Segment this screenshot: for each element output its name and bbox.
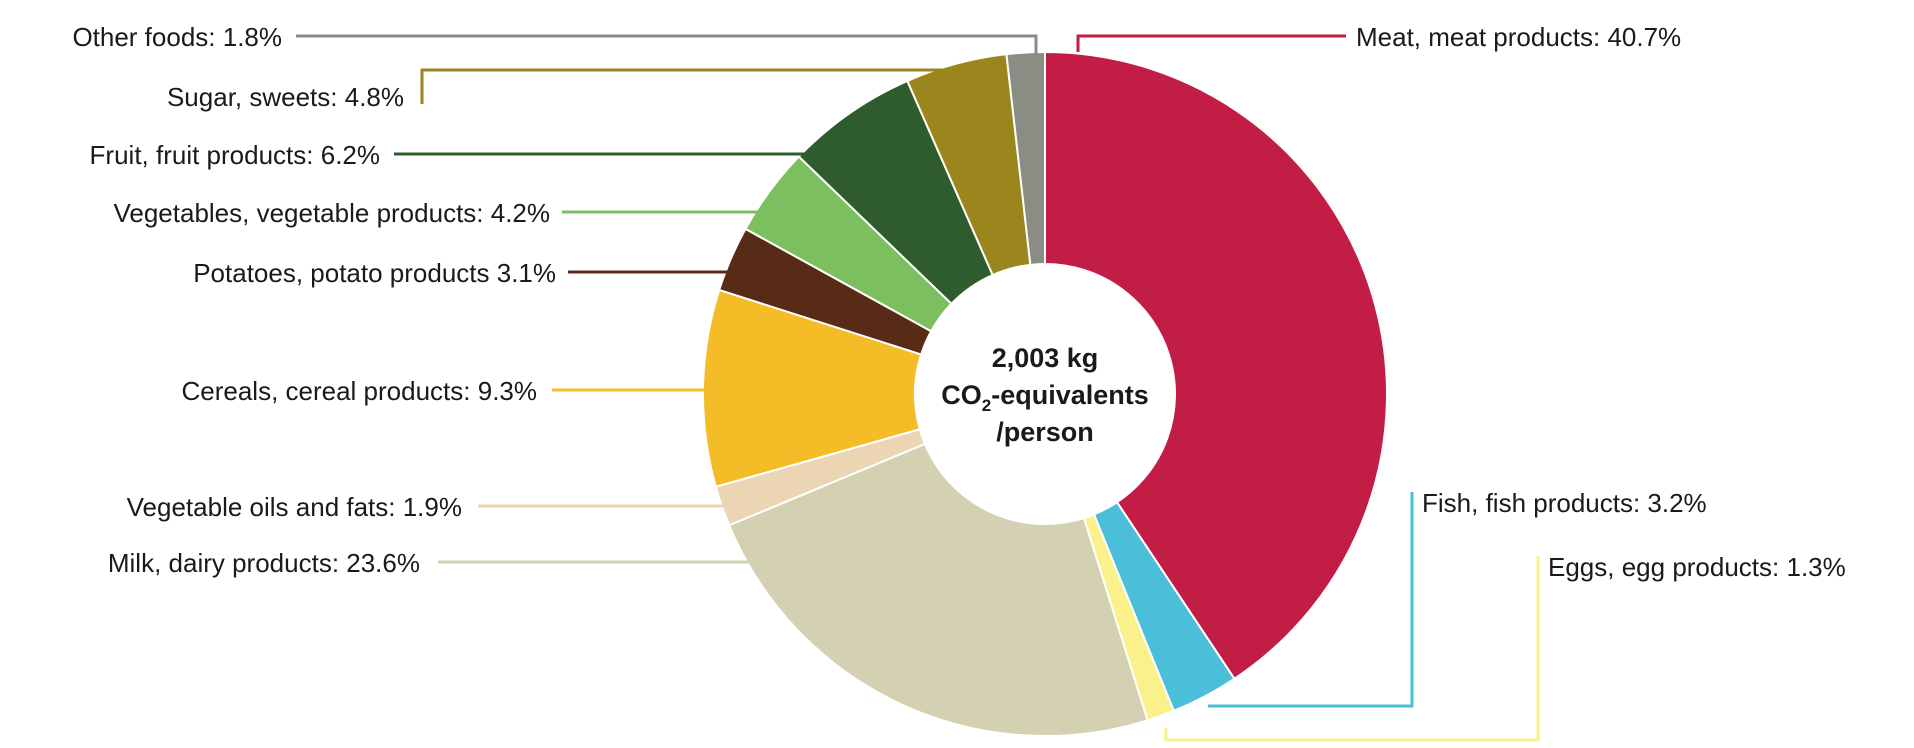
center-label: 2,003 kg CO2-equivalents /person — [941, 343, 1149, 447]
slice-label: Milk, dairy products: 23.6% — [108, 548, 420, 578]
leader-line — [296, 34, 1038, 54]
slice-label: Sugar, sweets: 4.8% — [167, 82, 404, 112]
leader-line — [420, 68, 960, 104]
slice-label: Fruit, fruit products: 6.2% — [90, 140, 380, 170]
leader-line — [1164, 556, 1540, 742]
leader-line — [1076, 34, 1346, 52]
slice-label: Fish, fish products: 3.2% — [1422, 488, 1707, 518]
leader-lines — [296, 34, 1540, 742]
slice-labels: Meat, meat products: 40.7% Fish, fish pro… — [72, 22, 1845, 582]
slice-label: Vegetables, vegetable products: 4.2% — [113, 198, 550, 228]
slice-label: Potatoes, potato products 3.1% — [193, 258, 556, 288]
slice-milk-dairy-products — [727, 442, 1149, 737]
slice-label: Eggs, egg products: 1.3% — [1548, 552, 1846, 582]
donut-slices — [702, 50, 1388, 737]
slice-label: Meat, meat products: 40.7% — [1356, 22, 1681, 52]
slice-label: Cereals, cereal products: 9.3% — [181, 376, 537, 406]
slice-label: Vegetable oils and fats: 1.9% — [127, 492, 462, 522]
donut-hole — [915, 264, 1175, 524]
slice-label: Other foods: 1.8% — [72, 22, 282, 52]
center-label-line3: /person — [996, 417, 1094, 447]
center-label-line2: CO2-equivalents — [941, 380, 1149, 415]
center-label-line1: 2,003 kg — [992, 343, 1099, 373]
leader-line — [1208, 492, 1414, 708]
